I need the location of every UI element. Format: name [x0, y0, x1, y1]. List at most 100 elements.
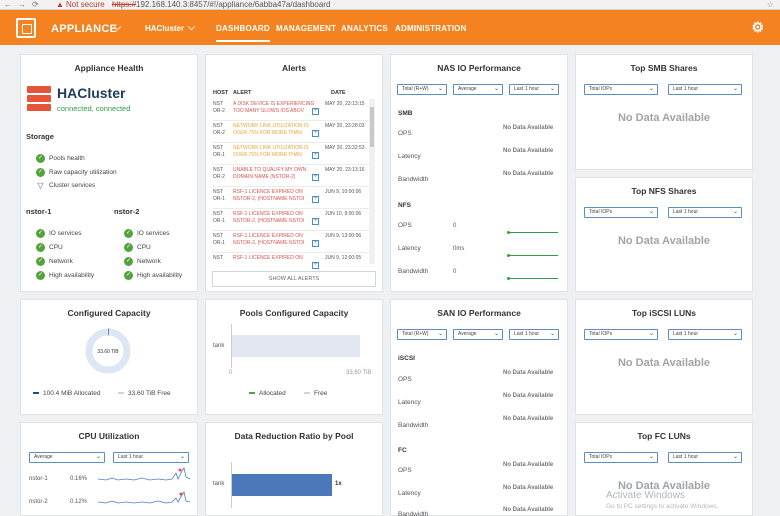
axis-min: 0: [229, 370, 233, 376]
nfs-metric-dropdown[interactable]: Total IOPs ⌄: [584, 207, 658, 218]
chevron-down-icon: ⌄: [437, 86, 443, 92]
fc-range-dropdown[interactable]: Last 1 hour ⌄: [668, 452, 742, 463]
top-iscsi-panel: Top iSCSI LUNs: [575, 299, 753, 415]
url-field[interactable]: https://192.168.140.3:8457/#!/appliance/…: [112, 0, 330, 9]
no-data-label: No Data Available: [503, 393, 554, 399]
cluster-menu[interactable]: HACluster: [145, 24, 185, 33]
alert-row[interactable]: NST OR-1 RSF-1 LICENCE EXPIRED ON NSTOR-2…: [213, 209, 370, 231]
no-data-label: No Data Available: [503, 370, 554, 376]
no-data-label: No Data Available: [503, 125, 554, 131]
check-icon: ✓: [36, 168, 45, 177]
pool-free-bar[interactable]: [232, 335, 360, 357]
cpu-utilization-panel: CPU Utilization: [20, 422, 198, 516]
nas-range-dropdown[interactable]: Last 1 hour ⌄: [509, 84, 559, 95]
axis-line: [231, 324, 232, 368]
browser-nav-icons[interactable]: ←→⟳: [4, 0, 45, 9]
cpu-node-label: nstor-1: [29, 476, 48, 482]
check-icon: ✓: [36, 257, 45, 266]
appliance-name[interactable]: HACluster: [57, 85, 126, 101]
iscsi-metric-dropdown[interactable]: Total IOPs ⌄: [584, 329, 658, 340]
nas-metric-dropdown[interactable]: Total (R+W) ⌄: [397, 84, 447, 95]
cpu-aggregate-dropdown[interactable]: Average ⌄: [29, 452, 105, 463]
fc-metric-dropdown[interactable]: Total IOPs ⌄: [584, 452, 658, 463]
nas-aggregate-dropdown[interactable]: Average ⌄: [453, 84, 503, 95]
peak-marker: [179, 492, 183, 496]
chevron-down-icon: ⌄: [549, 331, 555, 337]
brand-menu[interactable]: APPLIANCE: [51, 23, 118, 35]
check-icon: ✓: [124, 243, 133, 252]
alert-date: JUN 10, 9:00:06: [325, 211, 362, 217]
metric-label: Latency: [398, 490, 421, 497]
no-data-label: No Data Available: [503, 507, 554, 513]
reduction-bar[interactable]: [232, 474, 332, 496]
chevron-down-icon: ⌄: [732, 86, 738, 92]
check-item: ✓ Network: [36, 257, 73, 266]
nav-analytics[interactable]: ANALYTICS: [341, 24, 388, 33]
iscsi-range-dropdown[interactable]: Last 1 hour ⌄: [668, 329, 742, 340]
alert-date: MAY 20, 23:32:53: [325, 145, 365, 151]
url-protocol: https://: [112, 0, 137, 9]
expand-icon[interactable]: +: [312, 174, 319, 181]
cpu-node-label: nstor-2: [29, 499, 48, 505]
panel-title: Top FC LUNs: [637, 431, 691, 441]
expand-icon[interactable]: +: [312, 240, 319, 247]
peak-marker: [178, 468, 182, 472]
sparkline-dot: [507, 231, 510, 234]
check-icon: ✓: [36, 154, 45, 163]
sparkline-dot: [507, 277, 510, 280]
scrollbar-thumb[interactable]: [370, 107, 374, 147]
no-data-label: No Data Available: [503, 485, 554, 491]
nav-dashboard[interactable]: DASHBOARD: [216, 24, 270, 42]
check-icon: ✓: [36, 271, 45, 280]
expand-icon[interactable]: +: [312, 152, 319, 159]
node2-heading: nstor-2: [114, 207, 140, 216]
expand-icon[interactable]: +: [312, 108, 319, 115]
cpu-range-dropdown[interactable]: Last 1 hour ⌄: [113, 452, 189, 463]
bookmark-star-icon[interactable]: ☆: [766, 0, 774, 9]
show-all-alerts-button[interactable]: SHOW ALL ALERTS: [212, 271, 376, 287]
col-alert: ALERT: [233, 90, 252, 96]
chevron-down-icon[interactable]: ⌵: [188, 22, 195, 32]
smb-range-dropdown[interactable]: Last 1 hour ⌄: [668, 84, 742, 95]
no-data-label: No Data Available: [503, 462, 554, 468]
warning-icon: ▲: [56, 0, 64, 9]
alert-row[interactable]: NST OR-2 UNABLE TO QUALIFY MY OWN DOMAIN …: [213, 165, 370, 187]
scrollbar[interactable]: [369, 99, 375, 264]
pool-label: tank: [213, 481, 225, 487]
alert-row[interactable]: NST OR-1 RSF-1 LICENCE EXPIRED ON NSTOR-2…: [213, 187, 370, 209]
check-item: ✓ High availability: [36, 271, 95, 280]
gear-icon[interactable]: ⚙: [751, 19, 764, 35]
check-icon: ✓: [36, 229, 45, 238]
no-data-label: No Data Available: [617, 357, 711, 369]
panel-title: SAN IO Performance: [437, 308, 521, 318]
san-aggregate-dropdown[interactable]: Average ⌄: [453, 329, 503, 340]
nav-management[interactable]: MANAGEMENT: [276, 24, 337, 33]
metric-label: Bandwidth: [398, 176, 429, 183]
san-range-dropdown[interactable]: Last 1 hour ⌄: [509, 329, 559, 340]
cpu-node-value: 0.16%: [70, 476, 88, 482]
chevron-down-icon: ⌄: [493, 331, 499, 337]
metric-label: OPS: [398, 467, 412, 474]
expand-icon[interactable]: +: [312, 262, 319, 269]
chevron-down-icon: ⌄: [648, 209, 654, 215]
legend-free: 33.60 TiB Free: [118, 390, 171, 397]
filter-icon: ▽: [37, 181, 44, 190]
legend-free: Free: [304, 390, 327, 397]
nfs-range-dropdown[interactable]: Last 1 hour ⌄: [668, 207, 742, 218]
expand-icon[interactable]: +: [312, 130, 319, 137]
chevron-down-icon: ⌄: [732, 209, 738, 215]
smb-metric-dropdown[interactable]: Total IOPs ⌄: [584, 84, 658, 95]
san-metric-dropdown[interactable]: Total (R+W) ⌄: [397, 329, 447, 340]
expand-icon[interactable]: +: [312, 218, 319, 225]
chevron-down-icon[interactable]: ⌵: [114, 22, 121, 32]
alert-row[interactable]: NST OR-1 NETWORK LINK UTILIZATION IS OVER…: [213, 143, 370, 165]
expand-icon[interactable]: +: [312, 196, 319, 203]
panel-title: Alerts: [281, 63, 307, 73]
alert-row[interactable]: NST OR-1 RSF-1 LICENCE EXPIRED ON NSTOR-2…: [213, 231, 370, 253]
panel-title: Appliance Health: [74, 63, 144, 73]
alert-row[interactable]: NST OR-2 NETWORK LINK UTILIZATION IS OVER…: [213, 121, 370, 143]
nav-administration[interactable]: ADMINISTRATION: [395, 24, 467, 33]
alert-row[interactable]: NST OR-2 A DISK DEVICE IS EXPERIENCING TO…: [213, 99, 370, 121]
axis-max: 33.60 TiB: [346, 370, 372, 376]
node1-heading: nstor-1: [26, 207, 52, 216]
